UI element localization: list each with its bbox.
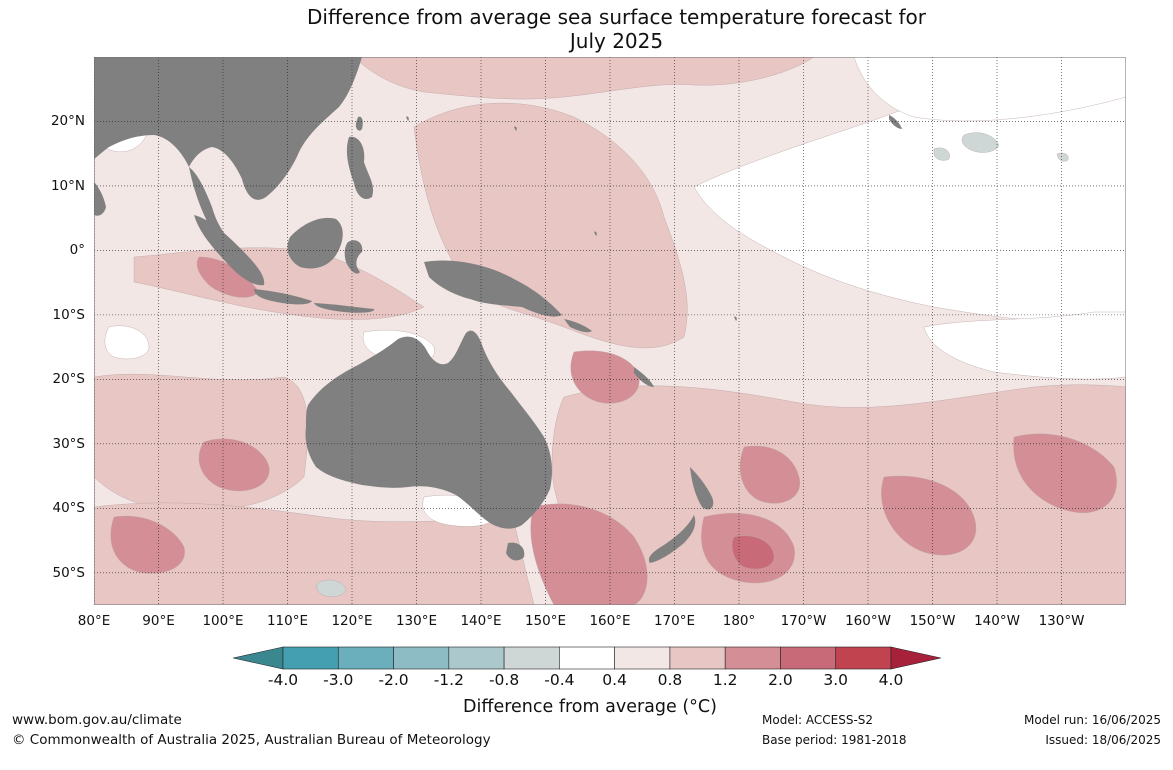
anomaly-region-cool-central-north-pacific — [933, 147, 950, 161]
longitude-label: 180° — [722, 613, 756, 629]
land-masses — [94, 57, 902, 563]
anomaly-region-cool-east-north-pacific — [1056, 152, 1069, 162]
land-tasmania — [506, 542, 525, 561]
colorbar-bin — [282, 646, 339, 670]
longitude-label: 130°E — [395, 613, 438, 629]
land-java — [254, 289, 312, 305]
longitude-label: 130°W — [1038, 613, 1085, 629]
colorbar-bin — [559, 646, 615, 670]
colorbar-tick-label: -3.0 — [323, 671, 354, 689]
longitude-label: 100°E — [202, 613, 244, 629]
anomaly-region-warm-north-pacific — [353, 57, 815, 100]
latitude-label: 0° — [69, 242, 85, 259]
map-canvas — [94, 57, 1126, 605]
anomaly-region-neutral-east-pacific — [923, 311, 1126, 380]
colorbar-tick-label: -0.4 — [544, 671, 575, 689]
latitude-label: 10°S — [52, 306, 86, 323]
colorbar-tick-label: 3.0 — [823, 671, 849, 689]
colorbar-bin — [780, 646, 837, 670]
land-borneo — [287, 217, 343, 269]
colorbar-bin — [614, 646, 671, 670]
colorbar-bin — [393, 646, 450, 670]
longitude-label: 160°W — [845, 613, 891, 629]
colorbar-bin — [448, 646, 505, 670]
latitude-label: 20°N — [50, 113, 85, 130]
colorbar-bin — [337, 646, 394, 670]
land-solomon-islands — [564, 319, 592, 333]
land-australia — [305, 330, 552, 529]
longitude-label: 80°E — [77, 613, 111, 629]
base-period: Base period: 1981-2018 — [762, 733, 907, 747]
colorbar-tick-label: -4.0 — [267, 671, 299, 689]
longitude-label: 150°E — [524, 613, 567, 629]
longitude-label: 110°E — [266, 613, 309, 629]
sst-anomaly-map — [94, 57, 1126, 605]
latitude-label: 30°S — [52, 435, 86, 452]
anomaly-region-strong-warm-south-pacific-a — [739, 445, 800, 504]
colorbar-title: Difference from average (°C) — [463, 697, 717, 717]
latitude-label: 10°N — [50, 177, 85, 194]
colorbar-under-arrow — [233, 646, 284, 670]
colorbar-bin — [503, 646, 560, 670]
model-run-date: Model run: 16/06/2025 — [1023, 713, 1161, 727]
land-asia-mainland — [94, 57, 362, 200]
colorbar-bin — [835, 646, 892, 670]
anomaly-region-strong-warm-indian-a — [198, 438, 270, 492]
latitude-label: 20°S — [52, 371, 86, 388]
map-title-line1: Difference from average sea surface temp… — [306, 5, 926, 29]
anomaly-region-strong-warm-tasman — [530, 503, 648, 605]
longitude-label: 160°E — [589, 613, 631, 629]
land-lesser-sunda-islands — [314, 303, 375, 313]
colorbar-tick-label: 2.0 — [768, 671, 793, 689]
website-link[interactable]: www.bom.gov.au/climate — [12, 712, 182, 728]
colorbar-tick-label: 1.2 — [712, 671, 738, 689]
longitude-label: 170°E — [653, 613, 696, 629]
graticule — [94, 57, 1126, 605]
anomaly-region-warm-southeast-pacific — [731, 535, 775, 570]
colorbar-over-arrow — [890, 646, 941, 670]
anomaly-region-warm-indian-ocean-south — [94, 373, 308, 511]
latitude-label: 50°S — [52, 564, 86, 581]
colorbar-tick-label: 4.0 — [878, 671, 904, 689]
longitude-label: 170°W — [780, 613, 827, 629]
model-name: Model: ACCESS-S2 — [762, 713, 874, 727]
colorbar-tick-label: -0.8 — [488, 671, 520, 689]
map-title-line2: July 2025 — [569, 29, 664, 53]
longitude-label: 150°W — [909, 613, 956, 629]
land-new-guinea — [424, 260, 562, 317]
anomaly-region-strong-warm-coral-sea — [570, 350, 640, 404]
land-sulawesi — [344, 240, 363, 274]
anomaly-region-warm-south-pacific — [551, 384, 1126, 605]
land-hawaii — [889, 115, 902, 129]
land-philippines — [346, 136, 374, 200]
colorbar-tick-label: -1.2 — [433, 671, 464, 689]
map-title: Difference from average sea surface temp… — [200, 5, 1033, 53]
colorbar-bin — [724, 646, 781, 670]
land-taiwan — [355, 116, 363, 131]
colorbar-tick-label: 0.4 — [602, 671, 627, 689]
longitude-label: 140°W — [974, 613, 1020, 629]
anomaly-region-neutral-north-pacific — [853, 57, 1126, 122]
colorbar-tick-label: 0.8 — [657, 671, 683, 689]
map-frame — [94, 57, 1126, 605]
land-new-zealand-north — [690, 467, 714, 510]
colorbar-bin — [669, 646, 726, 670]
longitude-label: 140°E — [460, 613, 502, 629]
anomaly-region-cool-hawaii-east — [961, 132, 1000, 153]
colorbar — [233, 646, 941, 670]
copyright-notice: © Commonwealth of Australia 2025, Austra… — [12, 732, 491, 748]
longitude-label: 120°E — [331, 613, 373, 629]
land-new-zealand-south — [648, 515, 696, 563]
land-new-caledonia — [634, 367, 654, 387]
issued-date: Issued: 18/06/2025 — [1045, 733, 1161, 747]
anomaly-region-strong-warm-south-pacific-c — [1013, 433, 1117, 513]
anomaly-region-strong-warm-south-pacific-b — [881, 475, 977, 556]
longitude-label: 90°E — [142, 613, 175, 629]
anomaly-region-neutral-south-indian — [104, 325, 150, 360]
anomaly-region-cool-southern-indian — [316, 579, 347, 597]
latitude-label: 40°S — [52, 500, 86, 517]
land-india-tip — [94, 182, 106, 216]
anomaly-region-strong-warm-southern-indian — [110, 515, 185, 574]
colorbar-tick-label: -2.0 — [378, 671, 409, 689]
